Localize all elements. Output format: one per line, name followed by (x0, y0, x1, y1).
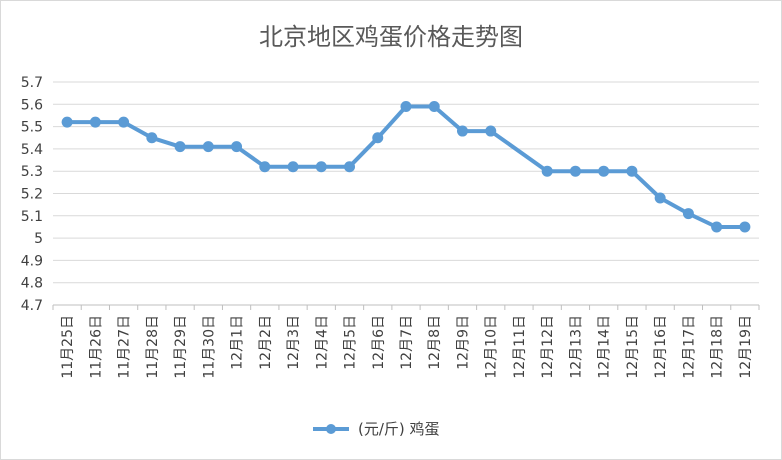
x-tick-label: 12月18日 (710, 315, 726, 379)
x-tick-label: 11月26日 (88, 315, 104, 379)
x-tick-label: 12月6日 (371, 315, 387, 370)
x-tick-label: 11月27日 (117, 315, 133, 379)
y-tick-label: 5.4 (21, 142, 43, 158)
y-tick-label: 4.9 (21, 253, 43, 269)
x-tick-label: 12月15日 (625, 315, 641, 379)
y-tick-label: 4.7 (21, 298, 43, 314)
chart-title: 北京地区鸡蛋价格走势图 (259, 23, 523, 51)
y-tick-label: 5 (34, 231, 43, 247)
data-point (428, 101, 440, 113)
data-points (61, 101, 751, 233)
data-point (626, 165, 638, 177)
x-tick-label: 12月2日 (258, 315, 274, 370)
data-point (344, 161, 356, 173)
x-tick-label: 12月19日 (738, 315, 754, 379)
data-point (569, 165, 581, 177)
y-tick-label: 5.7 (21, 75, 43, 91)
data-point (174, 141, 186, 153)
data-point (372, 132, 384, 144)
y-tick-label: 5.6 (21, 97, 43, 113)
data-point (146, 132, 158, 144)
x-tick-label: 12月10日 (484, 315, 500, 379)
y-tick-label: 4.8 (21, 276, 43, 292)
data-point (202, 141, 214, 153)
y-axis-tick-labels: 4.7 4.8 4.9 5 5.1 5.2 5.3 5.4 5.5 5.6 5.7 (21, 75, 43, 314)
x-tick-label: 12月12日 (540, 315, 556, 379)
x-tick-label: 12月1日 (230, 315, 246, 370)
data-point (287, 161, 299, 173)
grid-lines (52, 81, 760, 310)
x-tick-label: 12月3日 (286, 315, 302, 370)
legend-point-marker (326, 424, 336, 434)
x-tick-label: 12月17日 (681, 315, 697, 379)
x-tick-label: 12月7日 (399, 315, 415, 370)
data-point (711, 221, 723, 233)
data-point (654, 192, 666, 204)
x-tick-label: 11月29日 (173, 315, 189, 379)
data-point (541, 165, 553, 177)
series-line (65, 104, 747, 229)
data-point (118, 116, 130, 128)
x-tick-label: 12月14日 (597, 315, 613, 379)
x-tick-label: 12月13日 (568, 315, 584, 379)
data-point (598, 165, 610, 177)
data-point (89, 116, 101, 128)
data-point (259, 161, 271, 173)
data-point (400, 101, 412, 113)
x-tick-label: 12月16日 (653, 315, 669, 379)
x-tick-label: 12月9日 (455, 315, 471, 370)
data-point (485, 125, 497, 137)
x-tick-label: 12月8日 (427, 315, 443, 370)
y-tick-label: 5.1 (21, 209, 43, 225)
legend: (元/斤) 鸡蛋 (313, 420, 440, 438)
x-tick-label: 12月4日 (314, 315, 330, 370)
x-axis-tick-labels: 11月25日 11月26日 11月27日 11月28日 11月29日 11月30日 12月1… (60, 315, 754, 379)
x-tick-label: 12月5日 (343, 315, 359, 370)
legend-series-label: (元/斤) 鸡蛋 (358, 420, 440, 438)
data-point (456, 125, 468, 137)
x-tick-label: 11月28日 (145, 315, 161, 379)
y-tick-label: 5.2 (21, 187, 43, 203)
y-tick-label: 5.3 (21, 164, 43, 180)
data-point (682, 208, 694, 220)
y-tick-label: 5.5 (21, 120, 43, 136)
series-line-path (65, 104, 747, 229)
x-tick-label: 11月30日 (201, 315, 217, 379)
data-point (231, 141, 243, 153)
data-point (739, 221, 751, 233)
x-tick-label: 11月25日 (60, 315, 76, 379)
data-point (61, 116, 73, 128)
data-point (315, 161, 327, 173)
x-tick-label: 12月11日 (512, 315, 528, 379)
